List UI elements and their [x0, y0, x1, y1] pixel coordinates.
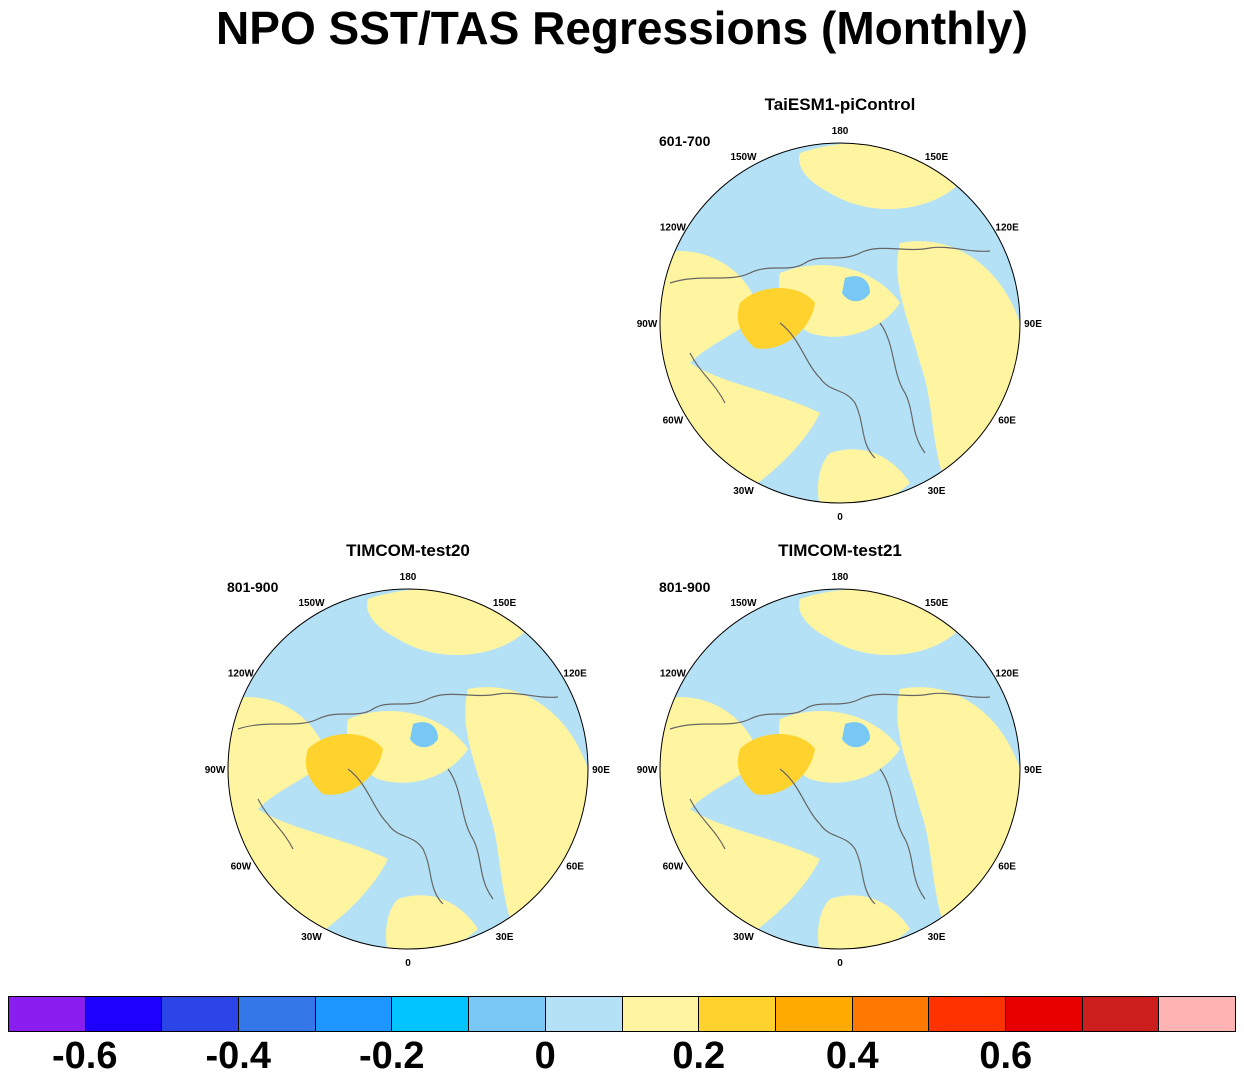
colorbar-tick-label: -0.4	[205, 1035, 271, 1077]
longitude-label: 0	[837, 512, 843, 523]
coastline	[879, 768, 926, 900]
colorbar-swatch	[1082, 997, 1160, 1031]
positive-anomaly-region	[818, 895, 910, 949]
coastline	[669, 692, 991, 730]
colorbar-swatch	[239, 997, 316, 1031]
moderate-negative-region	[410, 722, 438, 748]
coastline	[689, 352, 726, 404]
coastline	[447, 768, 494, 900]
panel-test20: TIMCOM-test20 801-900 180 150E 120E 90E 60E 3…	[198, 541, 618, 981]
map-border	[227, 588, 589, 950]
colorbar-swatch	[1159, 997, 1235, 1031]
longitude-label: 180	[832, 126, 849, 137]
colorbar	[8, 996, 1236, 1032]
colorbar-tick-label: -0.6	[52, 1035, 118, 1077]
coastline	[347, 768, 444, 905]
positive-anomaly-region	[818, 449, 910, 503]
polar-map: 180 150E 120E 90E 60E 30E 0 30W 60W 90W 120W 150W	[205, 572, 611, 969]
coastline	[779, 322, 876, 459]
colorbar-swatch	[85, 997, 163, 1031]
colorbar-tick-label: -0.2	[359, 1035, 425, 1077]
colorbar-swatch	[392, 997, 470, 1031]
panel-test21: TIMCOM-test21 801-900 180 150E 120E 90E 60E 3…	[630, 541, 1050, 981]
longitude-label: 30W	[733, 486, 754, 497]
colorbar-tick-label: 0	[534, 1035, 556, 1077]
longitude-label: 120W	[660, 669, 687, 680]
longitude-label: 0	[837, 958, 843, 969]
longitude-label: 90E	[1024, 765, 1042, 776]
longitude-label: 30E	[496, 932, 514, 943]
coastline	[779, 768, 876, 905]
longitude-label: 30W	[733, 932, 754, 943]
colorbar-swatch	[315, 997, 393, 1031]
longitude-label: 150E	[925, 598, 949, 609]
colorbar-swatch	[162, 997, 240, 1031]
longitude-label: 60E	[998, 862, 1016, 873]
longitude-label: 120W	[228, 669, 255, 680]
longitude-label: 150W	[298, 598, 325, 609]
moderate-positive-region	[737, 734, 815, 795]
longitude-label: 30E	[928, 486, 946, 497]
longitude-label: 150E	[493, 598, 517, 609]
coastline	[669, 246, 991, 284]
longitude-label: 60E	[998, 416, 1016, 427]
colorbar-swatch	[699, 997, 776, 1031]
longitude-label: 0	[405, 958, 411, 969]
colorbar-swatch	[929, 997, 1006, 1031]
colorbar-swatch	[9, 997, 86, 1031]
panel-title: TIMCOM-test20	[346, 541, 470, 560]
coastline	[879, 322, 926, 454]
panel-period: 801-900	[227, 579, 279, 595]
longitude-label: 150W	[730, 152, 757, 163]
longitude-label: 150E	[925, 152, 949, 163]
longitude-label: 180	[832, 572, 849, 583]
longitude-label: 120W	[660, 223, 687, 234]
colorbar-swatch	[469, 997, 546, 1031]
map-border	[659, 142, 1021, 504]
longitude-label: 90E	[1024, 319, 1042, 330]
panel-title: TaiESM1-piControl	[764, 95, 916, 114]
colorbar-tick-label: 0.2	[672, 1035, 726, 1077]
panel-title: TIMCOM-test21	[778, 541, 902, 560]
longitude-label: 180	[400, 572, 417, 583]
moderate-negative-region	[842, 276, 870, 302]
colorbar-labels: -0.6 -0.4 -0.2 0 0.2 0.4 0.6	[0, 1034, 1244, 1078]
longitude-label: 60E	[566, 862, 584, 873]
polar-map: 180 150E 120E 90E 60E 30E 0 30W 60W 90W 120W 150W	[637, 126, 1043, 523]
colorbar-swatch	[1005, 997, 1083, 1031]
colorbar-swatch	[775, 997, 853, 1031]
coastline	[237, 692, 559, 730]
colorbar-tick-label: 0.4	[825, 1035, 879, 1077]
coastline	[257, 798, 294, 850]
positive-anomaly-region	[386, 895, 478, 949]
longitude-label: 30W	[301, 932, 322, 943]
colorbar-swatch	[622, 997, 700, 1031]
colorbar-tick-label: 0.6	[979, 1035, 1033, 1077]
longitude-label: 90W	[637, 319, 658, 330]
longitude-label: 60W	[231, 862, 252, 873]
moderate-negative-region	[842, 722, 870, 748]
figure-title: NPO SST/TAS Regressions (Monthly)	[216, 2, 1028, 54]
longitude-label: 90E	[592, 765, 610, 776]
panel-period: 801-900	[659, 579, 711, 595]
polar-map: 180 150E 120E 90E 60E 30E 0 30W 60W 90W 120W 150W	[637, 572, 1043, 969]
longitude-label: 120E	[995, 223, 1019, 234]
longitude-label: 90W	[637, 765, 658, 776]
longitude-label: 30E	[928, 932, 946, 943]
moderate-positive-region	[737, 288, 815, 349]
longitude-label: 90W	[205, 765, 226, 776]
panel-taiesm1: TaiESM1-piControl 601-700 180 150E 120E 90E…	[630, 95, 1050, 535]
longitude-label: 150W	[730, 598, 757, 609]
longitude-label: 60W	[663, 416, 684, 427]
panel-period: 601-700	[659, 133, 711, 149]
colorbar-swatch	[545, 997, 623, 1031]
coastline	[689, 798, 726, 850]
map-border	[659, 588, 1021, 950]
longitude-label: 120E	[563, 669, 587, 680]
moderate-positive-region	[305, 734, 383, 795]
colorbar-swatch	[852, 997, 930, 1031]
longitude-label: 120E	[995, 669, 1019, 680]
longitude-label: 60W	[663, 862, 684, 873]
